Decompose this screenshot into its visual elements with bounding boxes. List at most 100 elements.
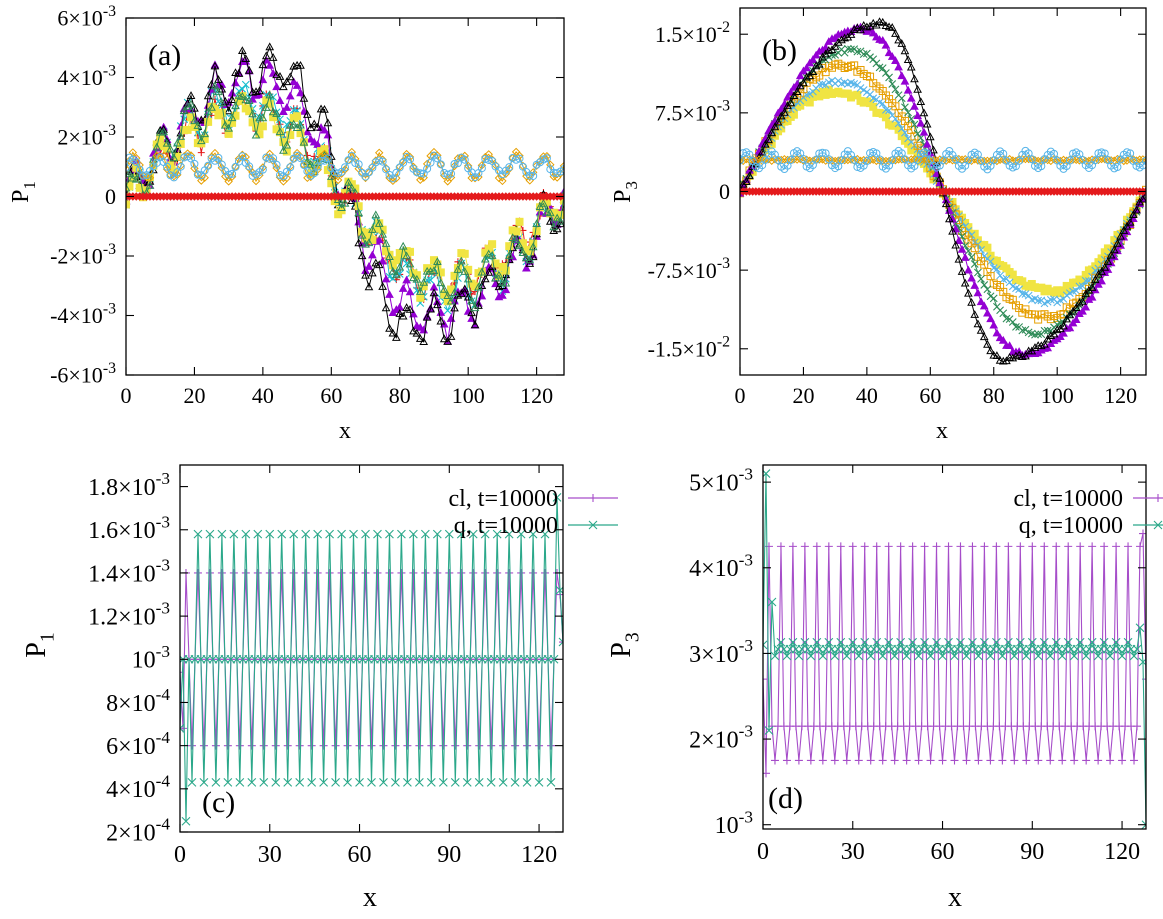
data-point <box>1075 298 1084 307</box>
data-point <box>268 53 278 61</box>
data-point <box>228 169 237 178</box>
data-point <box>325 529 334 539</box>
data-point <box>806 651 816 661</box>
data-point <box>919 127 929 136</box>
data-point <box>1113 154 1122 164</box>
data-point <box>954 254 964 263</box>
data-point <box>935 173 945 182</box>
data-point <box>920 542 929 551</box>
data-point <box>379 741 388 750</box>
data-point <box>834 162 843 171</box>
data-point <box>504 529 514 539</box>
data-point <box>980 156 989 166</box>
data-point <box>950 651 959 661</box>
data-point <box>381 239 391 247</box>
y-tick-label: 1.5×10-2 <box>655 19 730 47</box>
data-point <box>343 741 352 750</box>
data-point <box>486 777 496 787</box>
data-point <box>962 651 971 661</box>
data-point <box>1113 162 1122 171</box>
data-point <box>1040 339 1049 348</box>
data-point <box>1081 651 1091 661</box>
data-point <box>187 777 197 787</box>
data-point <box>487 741 496 750</box>
data-point <box>780 107 789 116</box>
data-point <box>172 138 182 147</box>
data-point <box>299 93 309 102</box>
data-point <box>878 651 888 661</box>
data-point <box>812 637 822 647</box>
data-point <box>293 112 302 121</box>
data-point <box>427 741 436 750</box>
data-point <box>794 756 803 765</box>
data-point <box>415 287 425 295</box>
data-point <box>265 154 274 163</box>
data-point <box>976 297 986 306</box>
data-point <box>842 651 852 661</box>
data-point <box>373 568 382 577</box>
data-point <box>1009 651 1019 661</box>
data-point <box>1021 651 1031 661</box>
data-point <box>385 529 394 539</box>
data-point <box>815 149 824 158</box>
data-point <box>1031 330 1039 339</box>
data-point <box>210 81 220 90</box>
data-point <box>900 46 910 55</box>
data-point <box>269 154 278 163</box>
data-point <box>1093 651 1103 661</box>
data-point <box>166 144 175 153</box>
data-point <box>989 294 998 303</box>
data-point <box>429 266 439 275</box>
data-point <box>361 529 370 539</box>
data-point <box>919 155 929 164</box>
series-line <box>126 154 564 180</box>
data-point <box>878 99 887 108</box>
y-tick-label: 1.6×10-3 <box>88 512 170 544</box>
data-point <box>289 529 299 539</box>
data-point <box>186 91 196 99</box>
data-point <box>446 296 456 305</box>
data-point <box>534 777 544 787</box>
data-point <box>395 262 405 271</box>
data-point <box>1008 353 1018 362</box>
data-point <box>974 268 982 277</box>
data-point <box>916 118 926 127</box>
data-point <box>808 67 818 75</box>
data-point <box>884 48 894 57</box>
data-point <box>453 264 463 273</box>
data-point <box>255 86 264 95</box>
data-point <box>337 568 346 577</box>
data-point <box>1133 722 1142 731</box>
data-point <box>337 529 346 539</box>
data-point <box>220 120 230 129</box>
data-point <box>833 37 843 46</box>
data-point <box>786 156 795 165</box>
data-point <box>859 155 868 165</box>
data-point <box>907 115 916 123</box>
data-point <box>558 637 563 647</box>
data-point <box>967 297 976 306</box>
data-point <box>1118 756 1127 765</box>
data-point <box>388 176 398 186</box>
data-point <box>837 35 846 44</box>
data-point <box>824 542 833 551</box>
data-point <box>374 235 384 244</box>
data-point <box>910 132 919 141</box>
x-tick-label: 60 <box>919 383 941 408</box>
data-point <box>875 156 884 165</box>
data-point <box>310 152 318 160</box>
data-point <box>296 88 305 97</box>
data-point <box>446 331 456 340</box>
data-point <box>251 176 261 186</box>
data-point <box>1087 637 1097 647</box>
data-point <box>856 25 865 34</box>
data-point <box>878 756 887 765</box>
legend-label: q, t=10000 <box>454 513 558 539</box>
data-point <box>367 777 376 787</box>
data-point <box>763 640 768 650</box>
data-point <box>764 135 773 144</box>
data-point <box>193 169 203 179</box>
data-point <box>477 267 487 276</box>
data-point <box>272 109 281 117</box>
data-point <box>961 222 970 231</box>
